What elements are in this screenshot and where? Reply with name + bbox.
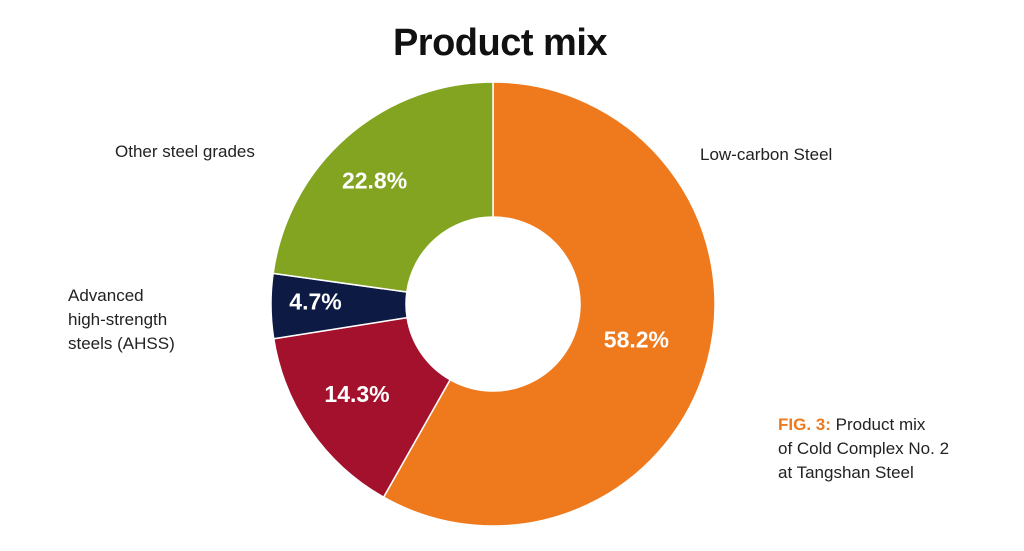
slice-value-label-3: 22.8% <box>342 167 407 193</box>
slice-value-label-0: 58.2% <box>604 326 669 352</box>
label-ahss: Advanced high-strength steels (AHSS) <box>68 286 175 353</box>
label-other-steel-grades: Other steel grades <box>115 142 255 161</box>
donut-slice-0 <box>382 81 716 527</box>
chart-title: Product mix <box>392 22 608 64</box>
figure-caption: FIG. 3: Product mix of Cold Complex No. … <box>778 413 998 485</box>
slice-value-label-1: 14.3% <box>324 381 389 407</box>
slice-value-label-2: 4.7% <box>289 288 341 314</box>
donut-slice-3 <box>272 81 494 293</box>
donut-slice-1 <box>272 316 452 499</box>
label-low-carbon-steel: Low-carbon Steel <box>700 145 833 164</box>
caption-prefix: FIG. 3: <box>778 415 831 434</box>
caption-text: Product mix of Cold Complex No. 2 at Tan… <box>778 415 950 482</box>
